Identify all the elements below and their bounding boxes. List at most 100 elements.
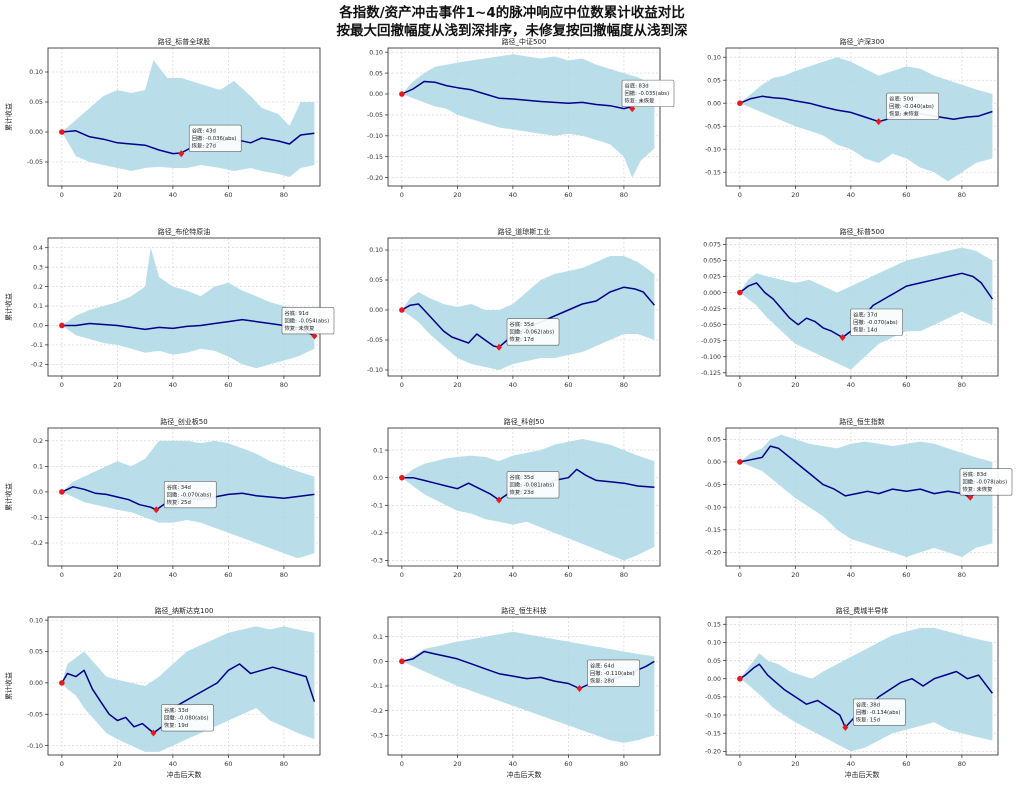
x-tick-label: 60 (224, 191, 232, 199)
y-tick-label: 0.05 (707, 658, 721, 665)
y-tick-label: -0.050 (701, 322, 721, 329)
y-tick-label: 0.0 (33, 489, 43, 496)
trough-marker (153, 506, 160, 514)
y-tick-label: 0.0 (373, 475, 383, 482)
y-tick-label: 0.1 (33, 303, 43, 310)
y-tick-label: -0.2 (31, 540, 43, 547)
annotation-text: 谷底: 50d (889, 95, 913, 103)
start-point (399, 91, 405, 97)
y-tick-label: -0.10 (27, 743, 43, 750)
annotation-box (506, 471, 560, 499)
annotation-text: 恢复: 17d (510, 335, 534, 343)
annotation-text: 回撤: -0.040(abs) (889, 102, 934, 110)
annotation-text: 恢复: 15d (856, 715, 880, 723)
plot-frame (725, 47, 999, 187)
annotation-box (621, 79, 675, 107)
y-tick-label: -0.15 (367, 154, 383, 161)
y-tick-label: 0.050 (703, 258, 721, 265)
y-tick-label: 0.05 (707, 437, 721, 444)
x-tick-label: 40 (509, 381, 517, 389)
x-tick-label: 80 (620, 760, 628, 768)
y-tick-label: -0.1 (371, 683, 383, 690)
x-tick-label: 80 (958, 571, 966, 579)
x-tick-label: 40 (847, 571, 855, 579)
y-tick-label: -0.3 (371, 732, 383, 739)
chart-panel: 0 20 40 60 80 -0.10 -0.05 0.00 0.05 0.10 路径_道琼斯工业谷… (367, 227, 661, 389)
y-tick-label: -0.025 (701, 306, 721, 313)
annotation-box (886, 92, 939, 120)
chart-panel: 0 20 40 60 80 -0.3 -0.2 -0.1 0.0 0.1 路径_科创50 谷底: 35… (371, 417, 661, 579)
x-tick-label: 0 (60, 191, 64, 199)
annotation-text: 恢复: 未恢复 (625, 97, 656, 105)
x-tick-label: 80 (958, 760, 966, 768)
chart-title: 路径_标普500 (840, 227, 885, 236)
annotation-box (161, 704, 214, 732)
y-tick-label: 0.05 (369, 277, 383, 284)
y-tick-label: 0.10 (369, 49, 383, 56)
x-tick-label: 60 (902, 381, 910, 389)
x-tick-label: 60 (564, 571, 572, 579)
annotation-text: 回撤: -0.134(abs) (856, 708, 901, 716)
chart-panel: 0 20 40 60 80 -0.05 0.00 0.05 0.10 路径_标普全球股累计收益谷底… (4, 37, 321, 199)
chart-title: 路径_中证500 (502, 37, 547, 46)
annotation-text: 谷底: 38d (856, 700, 880, 708)
x-axis-label: 冲击后天数 (845, 770, 880, 779)
annotation-text: 回撤: -0.035(abs) (625, 89, 670, 97)
start-point (737, 675, 743, 682)
y-axis-label: 累计收益 (4, 672, 13, 700)
x-tick-label: 20 (453, 191, 461, 199)
x-tick-label: 80 (280, 571, 288, 579)
y-tick-label: 0.4 (33, 245, 43, 252)
y-tick-label: 0.0 (33, 323, 43, 330)
y-tick-label: -0.15 (705, 527, 721, 534)
y-tick-label: -0.05 (367, 337, 383, 344)
chart-panel: 0 20 40 60 80 -0.2 -0.1 0.0 0.1 0.2 0.3 0.4 路径_布伦特原油… (4, 227, 335, 389)
y-tick-label: -0.2 (371, 530, 383, 537)
y-tick-label: 0.10 (707, 640, 721, 647)
x-tick-label: 80 (620, 191, 628, 199)
x-tick-label: 20 (453, 571, 461, 579)
plot-frame (387, 237, 661, 377)
median-line (61, 318, 315, 337)
plot-area (59, 247, 318, 369)
chart-panel: 0 20 40 60 80 -0.15 -0.10 -0.05 0.00 0.05 0.10 路径_沪… (705, 37, 999, 199)
start-point (399, 307, 405, 313)
chart-panel: 0 20 40 60 80 -0.10 -0.05 0.00 0.05 0.10 路径_纳斯达克10… (4, 606, 321, 779)
annotation-text: 恢复: 25d (167, 498, 191, 506)
annotation-text: 回撤: -0.070(abs) (853, 318, 898, 326)
trough-marker (150, 729, 157, 737)
trough-marker (496, 496, 503, 504)
annotation-box (188, 124, 242, 152)
plot-area (737, 247, 994, 370)
x-tick-label: 0 (60, 571, 64, 579)
y-tick-label: -0.3 (371, 558, 383, 565)
x-tick-label: 20 (791, 760, 799, 768)
annotation-text: 谷底: 37d (853, 310, 877, 318)
y-tick-label: -0.10 (705, 712, 721, 719)
y-tick-label: -0.10 (705, 146, 721, 153)
start-point (59, 489, 65, 495)
chart-panel: 0 20 40 60 80 -0.125 -0.100 -0.075 -0.050 -0.025 0… (701, 227, 999, 389)
annotation-text: 谷底: 33d (164, 706, 188, 714)
y-tick-label: 0.000 (703, 290, 721, 297)
annotation-box (506, 318, 560, 346)
y-tick-label: -0.2 (31, 362, 43, 369)
confidence-band (739, 57, 993, 182)
x-tick-label: 0 (60, 381, 64, 389)
annotation-box (850, 308, 903, 336)
trough-marker (842, 723, 849, 731)
plot-frame (725, 237, 999, 377)
annotation-text: 恢复: 19d (164, 721, 188, 729)
confidence-band (401, 439, 655, 561)
annotation-box (163, 480, 217, 509)
x-tick-label: 40 (847, 191, 855, 199)
annotation-text: 回撤: -0.078(abs) (963, 478, 1008, 486)
x-tick-label: 60 (224, 381, 232, 389)
y-tick-label: -0.05 (705, 694, 721, 701)
annotation-text: 谷底: 83d (625, 82, 649, 90)
x-tick-label: 80 (280, 760, 288, 768)
x-tick-label: 40 (509, 571, 517, 579)
